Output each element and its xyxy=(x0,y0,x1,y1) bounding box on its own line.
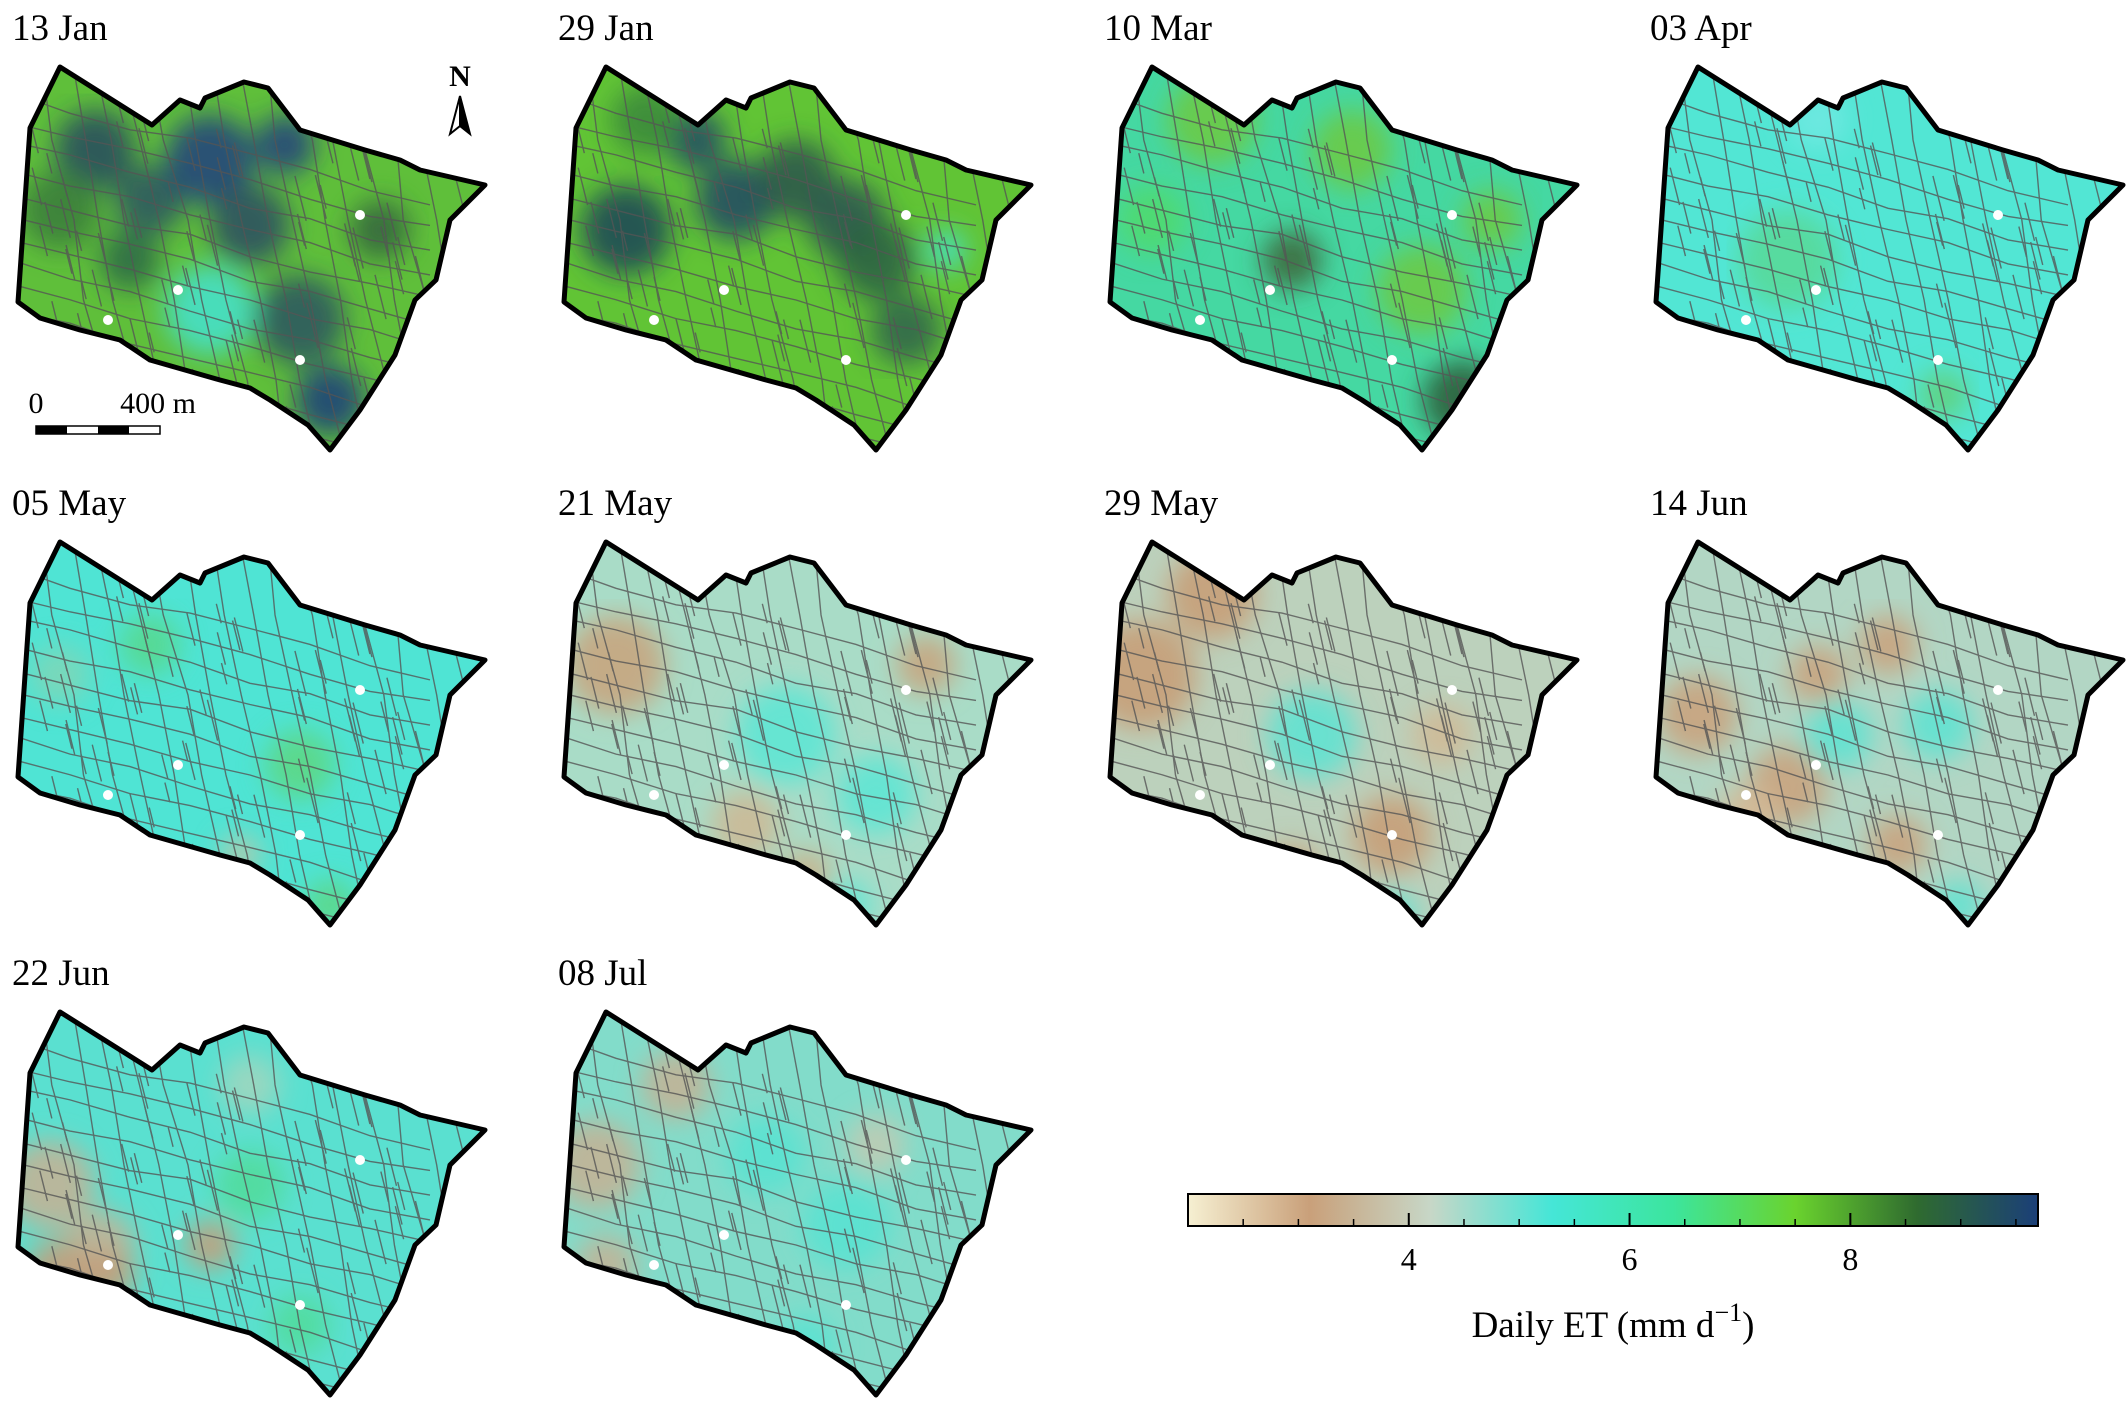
panel-date-label: 29 Jan xyxy=(558,8,654,49)
north-arrow-icon xyxy=(448,95,461,137)
north-arrow: N xyxy=(448,60,472,137)
et-raster xyxy=(1110,542,1577,925)
map-panel: 10 Mar xyxy=(1104,8,1580,453)
map-panel: 29 May xyxy=(1104,483,1580,928)
et-raster xyxy=(564,542,1031,925)
map-panel: 29 Jan xyxy=(558,8,1034,453)
colorbar: 4 6 8 Daily ET (mm d−1) xyxy=(1187,1193,2039,1346)
colorbar-tick-label: 8 xyxy=(1842,1241,1858,1277)
panel-date-label: 21 May xyxy=(558,483,673,524)
et-raster xyxy=(1656,67,2123,450)
map-outline xyxy=(561,539,1034,928)
colorbar-tick-label: 4 xyxy=(1401,1241,1417,1277)
scale-bar-start-label: 0 xyxy=(29,387,44,420)
colorbar-ticks: 4 6 8 xyxy=(1401,1213,1858,1277)
et-raster xyxy=(1110,67,1577,450)
north-arrow-label: N xyxy=(449,60,471,93)
panel-date-label: 03 Apr xyxy=(1650,8,1752,49)
map-outline xyxy=(1653,539,2126,928)
map-panel: 22 Jun xyxy=(12,953,488,1398)
map-outline xyxy=(15,539,488,928)
colorbar-gradient xyxy=(1187,1193,2039,1227)
panel-date-label: 10 Mar xyxy=(1104,8,1212,49)
map-outline xyxy=(1653,64,2126,453)
panel-date-label: 13 Jan xyxy=(12,8,108,49)
map-panel: 03 Apr xyxy=(1650,8,2126,453)
panel-date-label: 05 May xyxy=(12,483,127,524)
map-outline xyxy=(561,64,1034,453)
map-panel: 14 Jun xyxy=(1650,483,2126,928)
map-outline xyxy=(1107,64,1580,453)
map-outline xyxy=(561,1009,1034,1398)
scale-bar: 0 400 m xyxy=(29,387,196,435)
map-outline xyxy=(15,1009,488,1398)
colorbar-tick-label: 6 xyxy=(1622,1241,1638,1277)
panel-date-label: 22 Jun xyxy=(12,953,110,994)
colorbar-title: Daily ET (mm d−1) xyxy=(1472,1298,1755,1346)
map-panel: 05 May xyxy=(12,483,488,928)
panel-date-label: 29 May xyxy=(1104,483,1219,524)
panel-date-label: 14 Jun xyxy=(1650,483,1748,524)
map-outline xyxy=(15,64,488,453)
map-panel: 21 May xyxy=(558,483,1034,928)
map-outline xyxy=(1107,539,1580,928)
et-raster xyxy=(18,542,485,925)
et-raster xyxy=(1656,542,2123,925)
scale-bar-end-label: 400 m xyxy=(120,387,196,420)
map-panel: 08 Jul xyxy=(558,953,1034,1398)
panel-date-label: 08 Jul xyxy=(558,953,647,994)
et-raster xyxy=(564,67,1031,450)
